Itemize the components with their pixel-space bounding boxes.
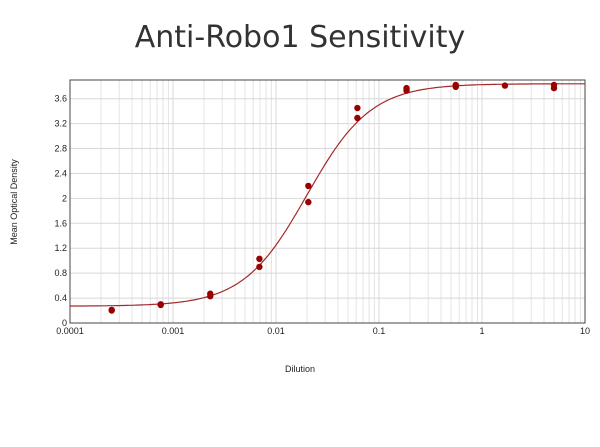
data-point [403, 87, 410, 94]
y-tick-label: 2.4 [54, 168, 67, 178]
y-tick-label: 3.6 [54, 94, 67, 104]
grid [69, 80, 585, 324]
data-point [256, 255, 263, 263]
y-tick-label: 2.8 [54, 144, 67, 154]
x-tick-label: 0.0001 [56, 326, 84, 336]
data-point [305, 198, 312, 206]
data-point [354, 104, 361, 112]
data-point [550, 84, 558, 92]
data-point [207, 293, 214, 300]
x-tick-label: 0.1 [373, 326, 386, 336]
data-point [305, 182, 312, 190]
x-tick-label: 10 [580, 326, 590, 336]
y-tick-label: 2 [62, 193, 67, 203]
data-point [354, 114, 361, 122]
data-point [108, 306, 115, 314]
x-axis-label: Dilution [285, 364, 315, 374]
y-tick-label: 3.2 [54, 119, 67, 129]
y-axis-label: Mean Optical Density [9, 159, 19, 245]
y-tick-label: 0.4 [54, 293, 67, 303]
fit-curve [70, 83, 585, 307]
x-tick-label: 0.001 [162, 326, 185, 336]
plot-frame [69, 79, 586, 324]
y-tick-label: 0 [62, 318, 67, 328]
data-point [256, 263, 263, 271]
y-tick-label: 1.6 [54, 218, 67, 228]
data-point [157, 301, 164, 309]
y-tick-label: 0.8 [54, 268, 67, 278]
y-tick-label: 1.2 [54, 243, 67, 253]
data-point [501, 82, 509, 89]
chart-title: Anti-Robo1 Sensitivity [134, 20, 466, 55]
x-tick-label: 1 [479, 326, 484, 336]
data-point [452, 83, 459, 91]
x-tick-label: 0.01 [267, 326, 285, 336]
